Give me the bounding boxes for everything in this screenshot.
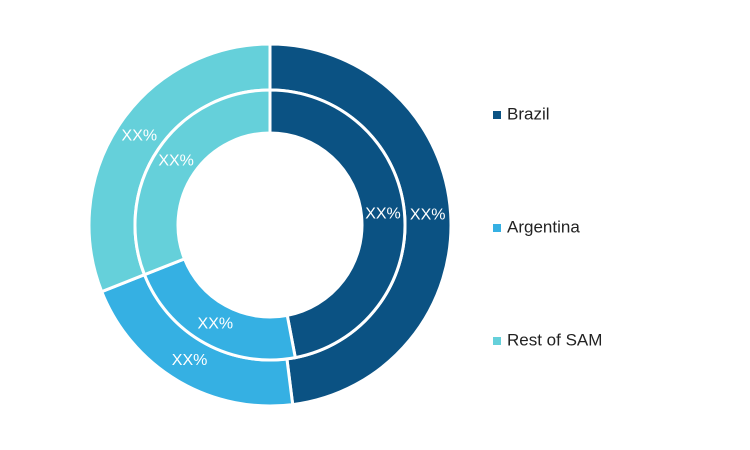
segment-label: XX% xyxy=(122,127,158,144)
legend-label: Brazil xyxy=(507,104,550,123)
legend-swatch xyxy=(493,111,501,119)
legend-label: Argentina xyxy=(507,217,580,236)
donut-segment xyxy=(268,88,407,360)
legend-swatch xyxy=(493,337,501,345)
legend-swatch xyxy=(493,224,501,232)
legend-label: Rest of SAM xyxy=(507,330,602,349)
segment-label: XX% xyxy=(158,152,194,169)
segment-label: XX% xyxy=(410,206,446,223)
segment-label: XX% xyxy=(365,206,401,223)
segment-label: XX% xyxy=(172,352,208,369)
donut-segment xyxy=(133,88,272,277)
segment-label: XX% xyxy=(198,316,234,333)
